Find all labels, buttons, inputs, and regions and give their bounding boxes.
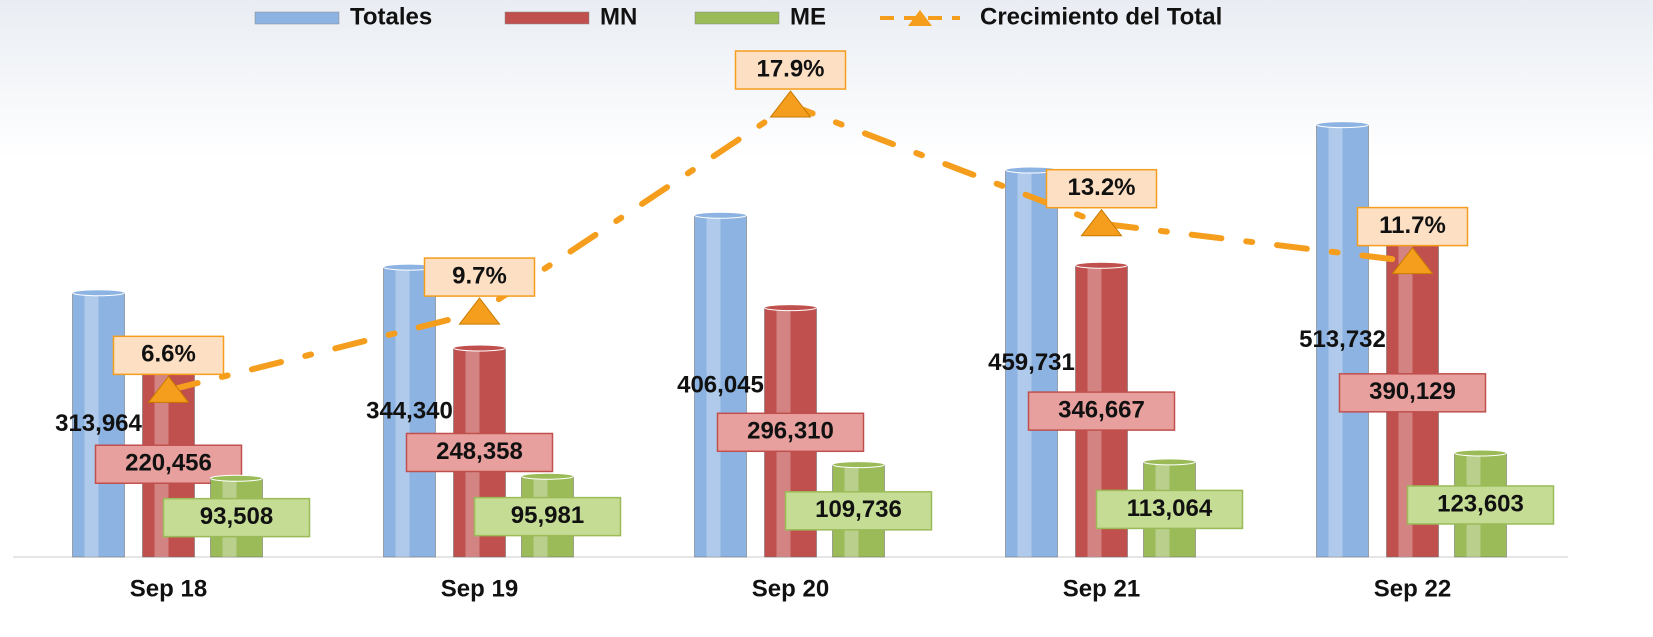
data-label: 11.7% [1379, 212, 1446, 239]
bar-cap [694, 211, 747, 219]
label-box [1406, 485, 1555, 525]
bar-highlight [1328, 124, 1343, 558]
data-label: 459,731 [988, 349, 1075, 376]
bar-cap [72, 289, 125, 297]
x-tick-label: Sep 20 [752, 575, 829, 602]
label-box [1027, 391, 1176, 431]
data-label: 406,045 [677, 371, 764, 398]
line-marker [458, 297, 501, 325]
label-box [734, 50, 847, 90]
legend-label: Crecimiento del Total [980, 3, 1222, 30]
line-marker [1080, 208, 1123, 237]
data-label: 93,508 [200, 503, 273, 530]
data-label: 9.7% [452, 262, 507, 289]
data-label: 113,064 [1127, 495, 1213, 522]
bar-cap [1143, 458, 1196, 466]
bar [694, 214, 747, 558]
label-box [112, 335, 225, 376]
legend-marker [908, 10, 932, 26]
legend-label: ME [790, 3, 826, 30]
data-label: 248,358 [436, 438, 523, 465]
label-box [423, 257, 536, 297]
legend-swatch [254, 11, 340, 25]
x-tick-label: Sep 21 [1063, 575, 1140, 602]
line-marker [147, 375, 190, 403]
data-label: 13.2% [1067, 174, 1135, 201]
data-label: 6.6% [141, 341, 196, 368]
legend-swatch [504, 11, 590, 25]
data-label: 313,964 [55, 410, 142, 437]
label-box [1045, 168, 1158, 209]
bar-cap [1075, 261, 1128, 269]
bar-cap [1454, 449, 1507, 457]
x-tick-label: Sep 22 [1374, 575, 1451, 602]
bar-highlight [1017, 170, 1032, 557]
bar-highlight [395, 267, 410, 557]
data-label: 390,129 [1369, 378, 1456, 405]
legend-label: MN [600, 3, 637, 30]
label-box [1356, 206, 1469, 247]
label-box [1338, 373, 1487, 413]
bar-highlight [706, 215, 721, 557]
data-label: 109,736 [815, 496, 902, 523]
label-box [1095, 489, 1244, 530]
data-label: 346,667 [1058, 396, 1145, 423]
bar-cap [764, 304, 817, 312]
bar-cap [210, 474, 263, 482]
line-marker [769, 90, 812, 118]
data-label: 344,340 [366, 397, 453, 424]
label-box [405, 432, 554, 473]
data-label: 95,981 [511, 502, 584, 529]
data-label: 17.9% [756, 55, 824, 82]
data-label: 513,732 [1299, 326, 1386, 353]
legend-swatch [694, 11, 780, 25]
x-tick-label: Sep 18 [130, 575, 207, 602]
bar-cap [521, 472, 574, 480]
bar [1005, 169, 1058, 558]
label-box [473, 496, 622, 537]
data-label: 123,603 [1437, 490, 1524, 517]
bar [1316, 124, 1369, 558]
legend-label: Totales [350, 3, 432, 30]
label-box [162, 497, 311, 538]
label-box [784, 491, 933, 531]
bar-cap [453, 344, 506, 352]
bar-cap [832, 461, 885, 469]
label-box [716, 412, 865, 453]
line-marker [1391, 246, 1434, 275]
x-tick-label: Sep 19 [441, 575, 518, 602]
data-label: 220,456 [125, 450, 212, 477]
bar-cap [1316, 121, 1369, 129]
bar-highlight [84, 292, 99, 557]
data-label: 296,310 [747, 418, 834, 445]
